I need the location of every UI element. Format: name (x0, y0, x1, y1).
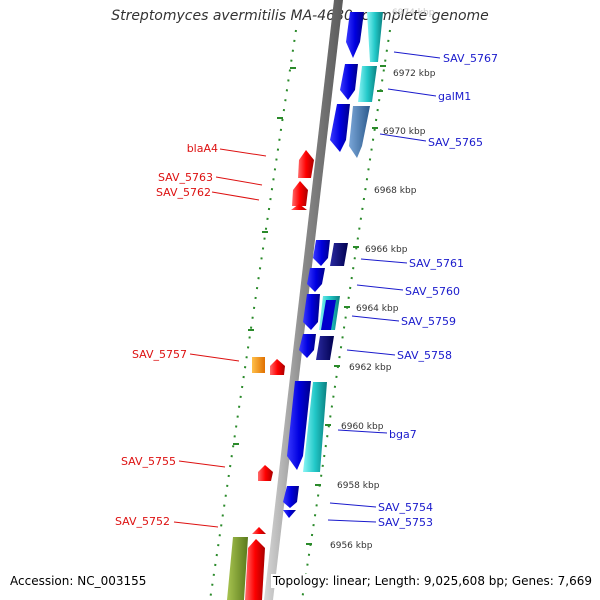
gene-arrow-sav5761b[interactable] (330, 243, 348, 266)
gene-arrow-sav5752a[interactable] (252, 527, 266, 534)
gene-arrow-sav5765b[interactable] (349, 106, 370, 158)
gene-label[interactable]: bga7 (389, 428, 417, 441)
gene-arrow-sav5765a[interactable] (330, 104, 350, 152)
scale-label: 6962 kbp (349, 363, 392, 373)
scale-label: 6968 kbp (374, 186, 417, 196)
forward-track-guide (301, 29, 391, 600)
gene-label[interactable]: SAV_5754 (378, 501, 433, 514)
gene-label[interactable]: SAV_5758 (397, 349, 452, 362)
genome-title: Streptomyces avermitilis MA-4680, comple… (111, 8, 489, 24)
scale-labels: 6974 kbp 6972 kbp 6970 kbp 6968 kbp 6966… (330, 8, 436, 551)
scale-label: 6960 kbp (341, 422, 384, 432)
gene-arrow-galm1a[interactable] (340, 64, 358, 100)
scale-label: 6956 kbp (330, 541, 373, 551)
gene-label[interactable]: SAV_5762 (156, 186, 211, 199)
gene-block-sav5757[interactable] (252, 357, 265, 373)
scale-label: 6966 kbp (365, 245, 408, 255)
scale-label: 6964 kbp (356, 304, 399, 314)
gene-arrow-sav5758a[interactable] (299, 334, 316, 358)
gene-arrow-sav5758b[interactable] (316, 336, 334, 360)
gene-label[interactable]: SAV_5759 (401, 315, 456, 328)
scale-label: 6958 kbp (337, 481, 380, 491)
gene-label[interactable]: SAV_5752 (115, 515, 170, 528)
gene-arrow-galm1b[interactable] (358, 66, 377, 102)
gene-arrow-sav5755[interactable] (258, 465, 273, 481)
accession-label: Accession: NC_003155 (8, 574, 149, 588)
gene-label[interactable]: SAV_5761 (409, 257, 464, 270)
forward-gene-labels: SAV_5767 galM1 SAV_5765 SAV_5761 SAV_576… (378, 52, 498, 529)
gene-label[interactable]: SAV_5760 (405, 285, 460, 298)
scale-label: 6972 kbp (393, 69, 436, 79)
leader-lines-reverse (173, 148, 267, 528)
gene-arrow-sav5768[interactable] (346, 12, 364, 58)
gene-arrow-sav5763[interactable] (292, 181, 308, 206)
gene-arrow-bga7b[interactable] (303, 382, 327, 472)
gene-arrow-sav5753[interactable] (283, 510, 296, 518)
gene-arrow-sav5767b[interactable] (367, 12, 383, 62)
gene-arrow-sav5760[interactable] (307, 268, 325, 292)
gene-arrow-sav5759c[interactable] (321, 300, 336, 330)
gene-arrow-sav5762[interactable] (291, 204, 307, 210)
gene-label[interactable]: SAV_5753 (378, 516, 433, 529)
gene-arrow-blaa4[interactable] (298, 150, 314, 178)
gene-arrow-sav5754[interactable] (283, 486, 299, 508)
gene-label[interactable]: SAV_5765 (428, 136, 483, 149)
gene-label[interactable]: SAV_5755 (121, 455, 176, 468)
gene-arrow-sav5752b[interactable] (245, 539, 265, 600)
gene-arrow-sav5761a[interactable] (313, 240, 330, 266)
gene-label[interactable]: SAV_5763 (158, 171, 213, 184)
gene-label[interactable]: blaA4 (187, 142, 218, 155)
scale-label: 6974 kbp (392, 8, 435, 18)
gene-arrow-bga7a[interactable] (287, 381, 311, 470)
gene-arrow-sav5757b[interactable] (270, 359, 285, 375)
gene-arrow-olive[interactable] (227, 537, 248, 600)
scale-label: 6970 kbp (383, 127, 426, 137)
gene-label[interactable]: SAV_5767 (443, 52, 498, 65)
scale-ticks (233, 65, 386, 545)
leader-lines-forward (327, 51, 441, 523)
reverse-track-guide (209, 29, 297, 600)
genome-axis (264, 0, 343, 600)
gene-arrow-sav5759a[interactable] (303, 294, 320, 330)
topology-label: Topology: linear; Length: 9,025,608 bp; … (270, 574, 594, 588)
gene-label[interactable]: galM1 (438, 90, 471, 103)
gene-label[interactable]: SAV_5757 (132, 348, 187, 361)
reverse-gene-labels: blaA4 SAV_5763 SAV_5762 SAV_5757 SAV_575… (115, 142, 218, 528)
